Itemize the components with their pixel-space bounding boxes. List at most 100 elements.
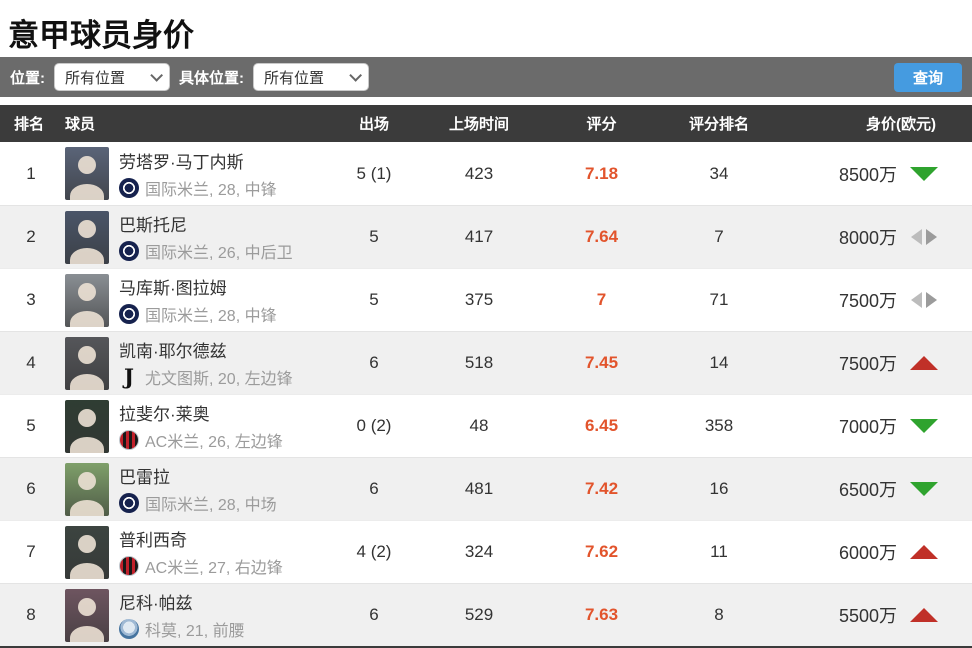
- trend-arrow-icon: [910, 292, 938, 308]
- rating-value: 7.45: [584, 353, 619, 372]
- value-cell: 8000万: [779, 224, 972, 250]
- ac-milan-badge-icon: [119, 430, 139, 450]
- page-title: 意甲球员身价: [8, 18, 194, 53]
- player-info: 劳塔罗·马丁内斯 国际米兰, 28, 中锋: [119, 148, 277, 200]
- rating-value: 7.64: [584, 227, 619, 246]
- como-badge-icon: [119, 619, 139, 639]
- player-name-link[interactable]: 拉斐尔·莱奥: [119, 405, 210, 424]
- rating-value: 7.62: [584, 542, 619, 561]
- detail-position-label: 具体位置:: [179, 69, 244, 87]
- player-photo: [65, 210, 109, 264]
- club-age-position: 尤文图斯, 20, 左边锋: [145, 371, 293, 388]
- club-age-position: 国际米兰, 28, 中锋: [145, 308, 277, 325]
- player-photo: [65, 399, 109, 453]
- minutes-value: 518: [464, 353, 494, 372]
- player-info: 拉斐尔·莱奥 AC米兰, 26, 左边锋: [119, 400, 283, 452]
- value-cell: 5500万: [779, 602, 972, 628]
- player-cell: 巴斯托尼 国际米兰, 26, 中后卫: [62, 210, 334, 264]
- player-name-link[interactable]: 巴雷拉: [119, 468, 170, 487]
- table-row[interactable]: 1 劳塔罗·马丁内斯 国际米兰, 28, 中锋 5 (1) 423 7.18 3…: [0, 142, 972, 205]
- minutes-value: 481: [464, 479, 494, 498]
- ac-milan-badge-icon: [119, 556, 139, 576]
- appearances-value: 5: [369, 227, 379, 246]
- inter-badge-icon: [119, 177, 139, 198]
- minutes-value: 417: [464, 227, 494, 246]
- minutes-value: 423: [464, 163, 494, 183]
- table-header-row: 排名 球员 出场 上场时间 评分 评分排名 身价(欧元): [0, 105, 972, 142]
- player-meta: 国际米兰, 28, 中场: [119, 491, 277, 515]
- header-value: 身价(欧元): [866, 116, 936, 133]
- rank-value: 4: [26, 353, 36, 372]
- rating-value: 7.18: [584, 163, 619, 183]
- detail-position-select[interactable]: 所有位置: [253, 63, 369, 91]
- player-name-link[interactable]: 凯南·耶尔德兹: [119, 342, 227, 361]
- player-photo: [65, 462, 109, 516]
- position-select-value: 所有位置: [65, 69, 126, 87]
- position-select[interactable]: 所有位置: [54, 63, 170, 91]
- header-player: 球员: [65, 116, 96, 133]
- header-appearances: 出场: [358, 116, 389, 133]
- player-cell: 劳塔罗·马丁内斯 国际米兰, 28, 中锋: [62, 147, 334, 200]
- player-meta: 国际米兰, 26, 中后卫: [119, 239, 293, 263]
- trend-arrow-icon: [910, 544, 938, 560]
- rating-rank-value: 14: [709, 353, 729, 372]
- value-cell: 7000万: [779, 413, 972, 439]
- market-value: 8500万: [838, 164, 897, 185]
- table-row[interactable]: 7 普利西奇 AC米兰, 27, 右边锋 4 (2) 324 7.62 11 6…: [0, 520, 972, 583]
- table-body: 1 劳塔罗·马丁内斯 国际米兰, 28, 中锋 5 (1) 423 7.18 3…: [0, 142, 972, 646]
- appearances-value: 6: [369, 479, 379, 498]
- player-name-link[interactable]: 尼科·帕兹: [119, 594, 193, 613]
- inter-badge-icon: [119, 493, 139, 513]
- inter-badge-icon: [119, 241, 139, 261]
- rank-value: 5: [26, 416, 36, 435]
- market-value: 7000万: [838, 417, 897, 437]
- position-label: 位置:: [10, 69, 45, 87]
- table-row[interactable]: 3 马库斯·图拉姆 国际米兰, 28, 中锋 5 375 7 71 7500万: [0, 268, 972, 331]
- table-row[interactable]: 8 尼科·帕兹 科莫, 21, 前腰 6 529 7.63 8 5500万: [0, 583, 972, 646]
- player-info: 普利西奇 AC米兰, 27, 右边锋: [119, 526, 283, 578]
- rating-rank-value: 16: [709, 479, 729, 498]
- player-meta: AC米兰, 27, 右边锋: [119, 554, 283, 578]
- rank-value: 7: [26, 542, 36, 561]
- rank-value: 1: [26, 163, 36, 183]
- header-rating-rank: 评分排名: [688, 116, 749, 133]
- market-value: 7500万: [838, 291, 897, 311]
- trend-arrow-icon: [910, 607, 938, 623]
- table-row[interactable]: 5 拉斐尔·莱奥 AC米兰, 26, 左边锋 0 (2) 48 6.45 358…: [0, 394, 972, 457]
- player-meta: AC米兰, 26, 左边锋: [119, 428, 283, 452]
- minutes-value: 375: [464, 290, 494, 309]
- trend-arrow-icon: [910, 229, 938, 245]
- player-info: 巴雷拉 国际米兰, 28, 中场: [119, 463, 277, 515]
- minutes-value: 48: [469, 416, 489, 435]
- rating-value: 7.42: [584, 479, 619, 498]
- value-cell: 6500万: [779, 476, 972, 502]
- rating-rank-value: 7: [714, 227, 724, 246]
- player-photo: [65, 147, 109, 200]
- player-meta: 国际米兰, 28, 中锋: [119, 302, 277, 326]
- player-name-link[interactable]: 巴斯托尼: [119, 216, 187, 235]
- player-name-link[interactable]: 马库斯·图拉姆: [119, 279, 227, 298]
- chevron-down-icon: [349, 68, 362, 82]
- table-row[interactable]: 6 巴雷拉 国际米兰, 28, 中场 6 481 7.42 16 6500万: [0, 457, 972, 520]
- inter-badge-icon: [119, 304, 139, 324]
- minutes-value: 324: [464, 542, 494, 561]
- trend-arrow-icon: [910, 166, 938, 182]
- chevron-down-icon: [150, 68, 163, 82]
- value-cell: 7500万: [779, 350, 972, 376]
- appearances-value: 5 (1): [356, 163, 392, 183]
- header-minutes: 上场时间: [448, 116, 509, 133]
- club-age-position: 科莫, 21, 前腰: [145, 623, 245, 640]
- rating-rank-value: 11: [710, 542, 728, 561]
- table-row[interactable]: 2 巴斯托尼 国际米兰, 26, 中后卫 5 417 7.64 7 8000万: [0, 205, 972, 268]
- player-cell: 凯南·耶尔德兹 J 尤文图斯, 20, 左边锋: [62, 336, 334, 390]
- club-age-position: AC米兰, 26, 左边锋: [145, 434, 283, 451]
- rating-value: 7.63: [584, 605, 619, 624]
- player-name-link[interactable]: 普利西奇: [119, 531, 187, 550]
- header-rank: 排名: [14, 116, 45, 133]
- query-button[interactable]: 查询: [894, 62, 962, 92]
- table-row[interactable]: 4 凯南·耶尔德兹 J 尤文图斯, 20, 左边锋 6 518 7.45 14 …: [0, 331, 972, 394]
- player-cell: 尼科·帕兹 科莫, 21, 前腰: [62, 588, 334, 642]
- player-photo: [65, 273, 109, 327]
- rating-rank-value: 71: [709, 290, 729, 309]
- player-name-link[interactable]: 劳塔罗·马丁内斯: [119, 152, 244, 172]
